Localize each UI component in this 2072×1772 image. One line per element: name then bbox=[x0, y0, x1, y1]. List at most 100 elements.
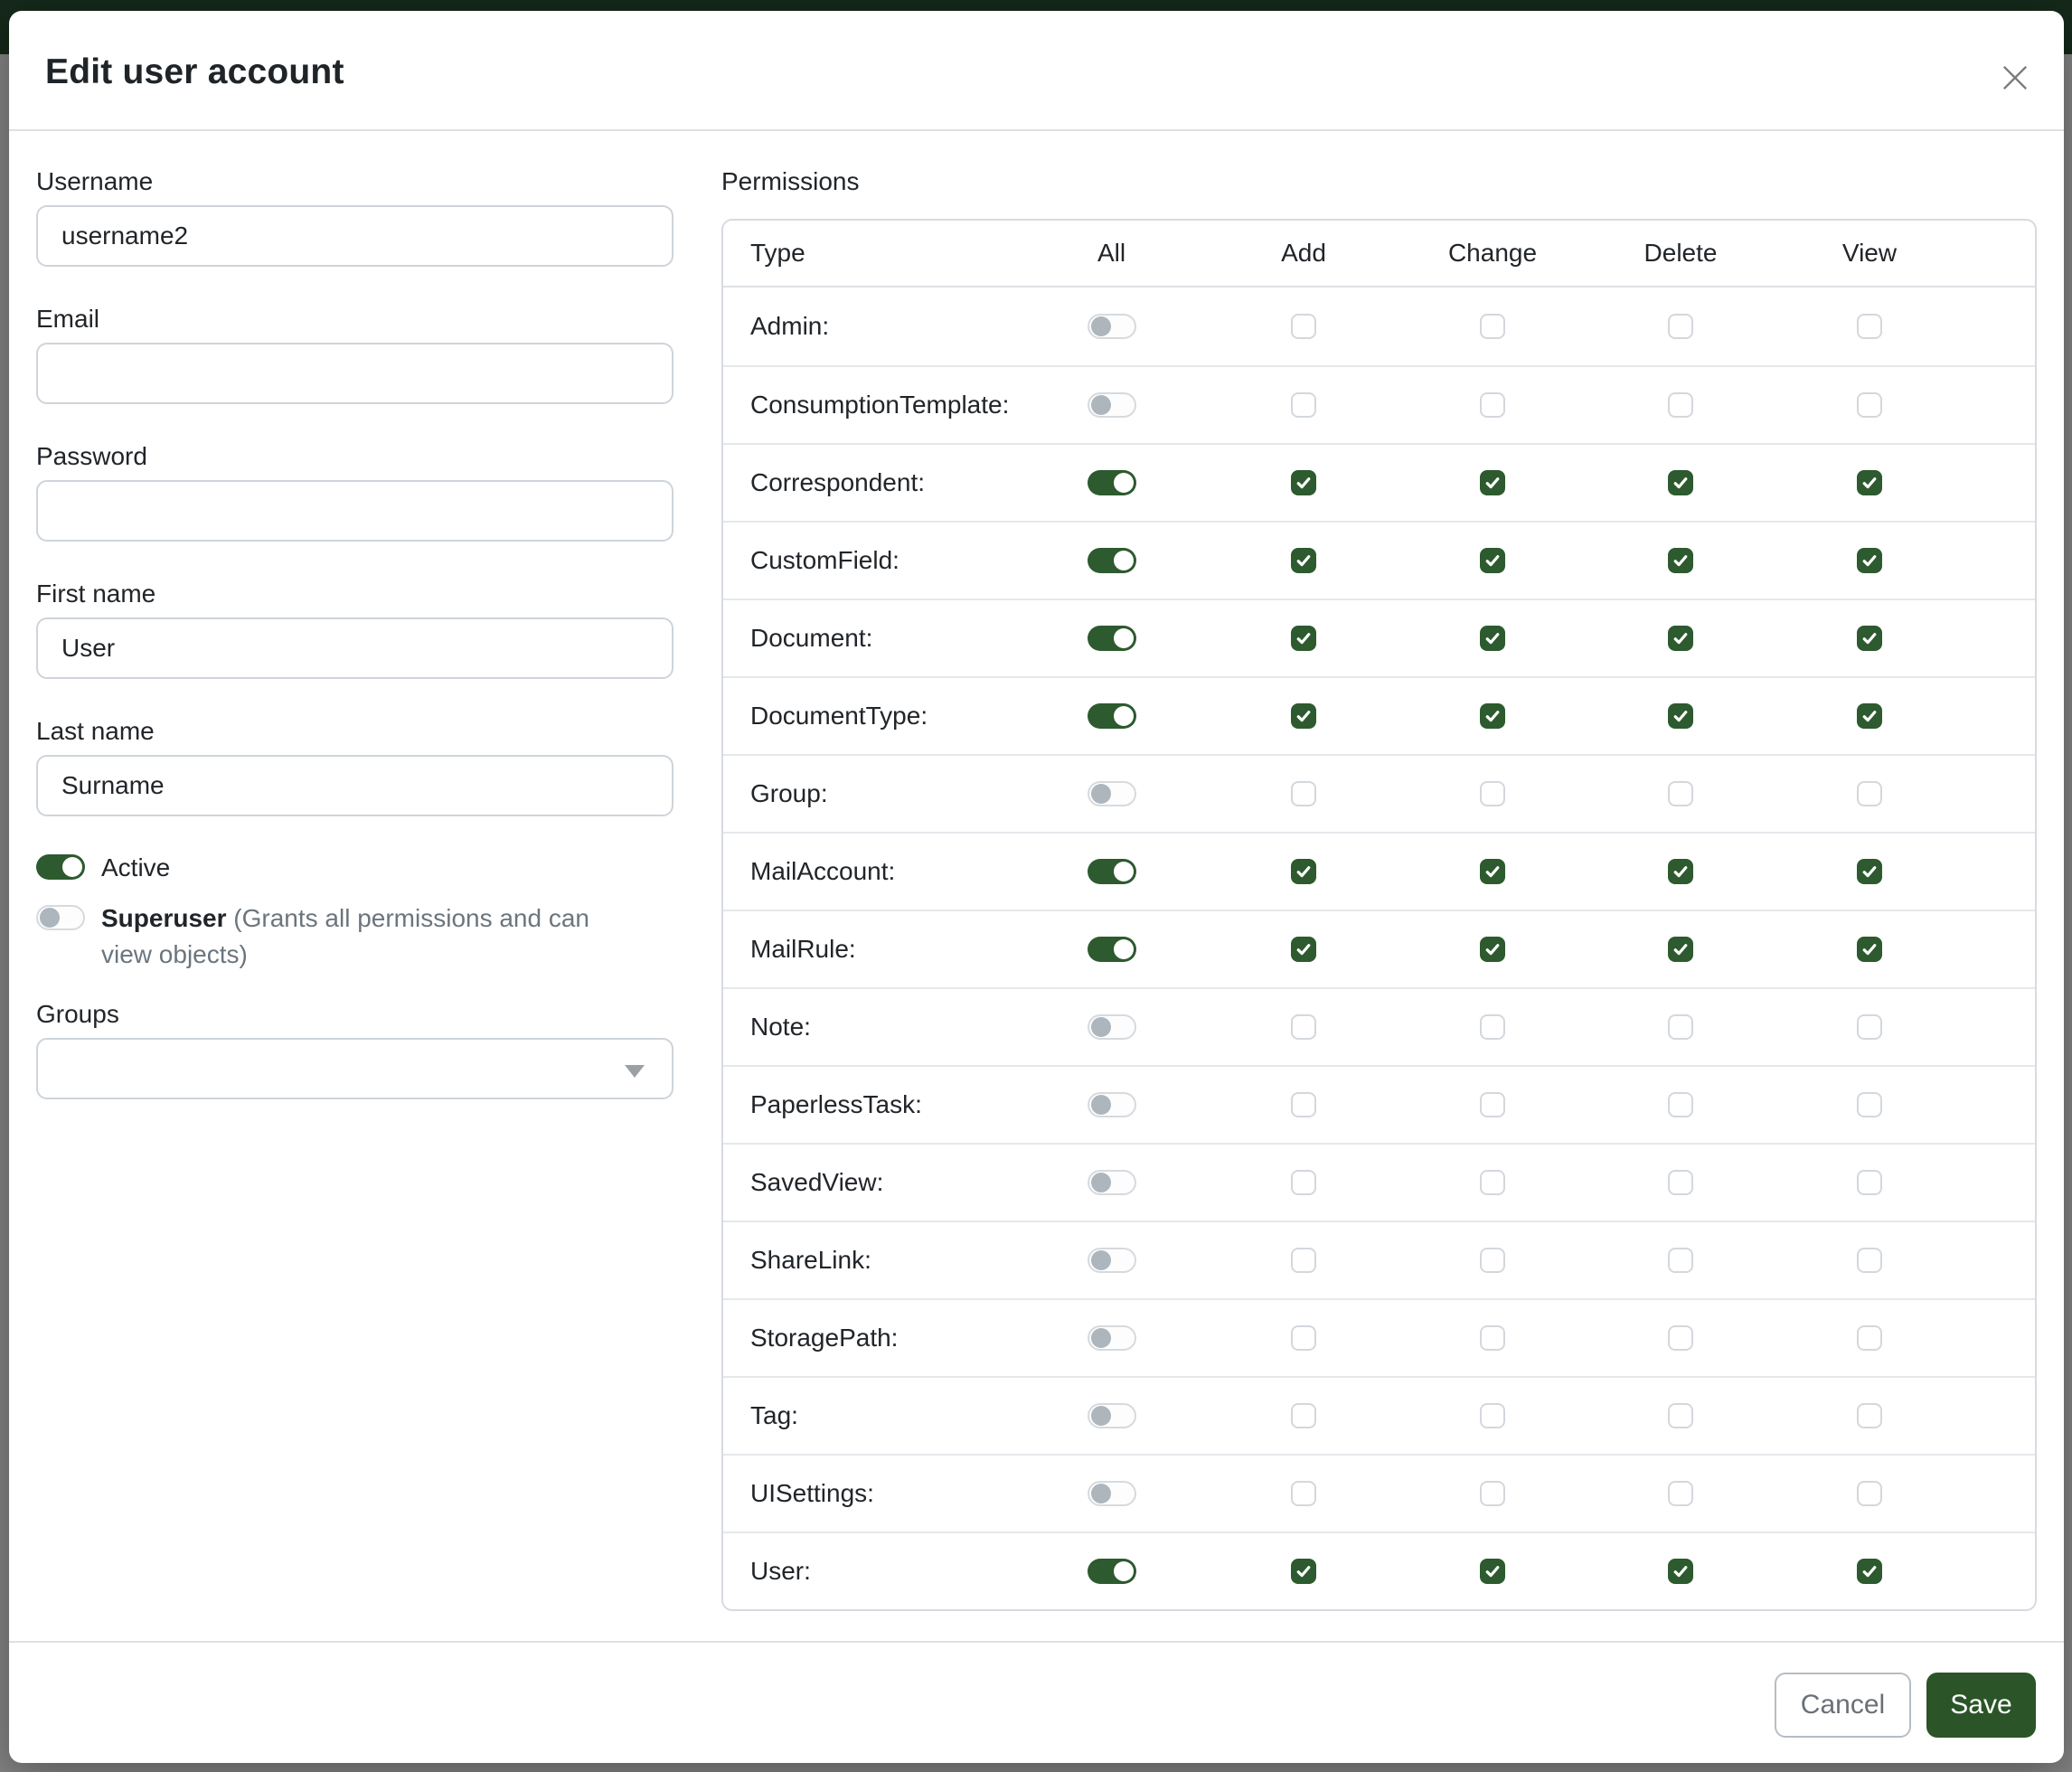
permission-view-checkbox[interactable] bbox=[1857, 626, 1882, 651]
permission-change-checkbox[interactable] bbox=[1480, 1481, 1505, 1506]
permission-change-checkbox[interactable] bbox=[1480, 1248, 1505, 1273]
permission-add-checkbox[interactable] bbox=[1291, 703, 1316, 729]
permission-delete-checkbox[interactable] bbox=[1668, 1092, 1693, 1117]
toggle-knob bbox=[1090, 784, 1111, 804]
permission-delete-checkbox[interactable] bbox=[1668, 937, 1693, 962]
permission-delete-checkbox[interactable] bbox=[1668, 626, 1693, 651]
permission-change-checkbox[interactable] bbox=[1480, 1170, 1505, 1195]
permission-change-checkbox[interactable] bbox=[1480, 1559, 1505, 1584]
modal-body: Username Email Password First name Last … bbox=[9, 131, 2064, 1641]
permission-all-toggle[interactable] bbox=[1087, 1559, 1136, 1584]
permission-delete-checkbox[interactable] bbox=[1668, 1325, 1693, 1351]
permission-change-checkbox[interactable] bbox=[1480, 314, 1505, 339]
permission-all-toggle[interactable] bbox=[1087, 1248, 1136, 1273]
permission-add-checkbox[interactable] bbox=[1291, 1403, 1316, 1428]
permission-view-checkbox[interactable] bbox=[1857, 470, 1882, 495]
permission-add-checkbox[interactable] bbox=[1291, 1092, 1316, 1117]
permission-delete-checkbox[interactable] bbox=[1668, 470, 1693, 495]
permission-change-checkbox[interactable] bbox=[1480, 392, 1505, 418]
permission-delete-checkbox[interactable] bbox=[1668, 1403, 1693, 1428]
permission-all-toggle[interactable] bbox=[1087, 1403, 1136, 1428]
permission-delete-checkbox[interactable] bbox=[1668, 314, 1693, 339]
groups-select[interactable] bbox=[36, 1038, 673, 1099]
superuser-toggle[interactable] bbox=[36, 905, 85, 930]
permission-change-checkbox[interactable] bbox=[1480, 781, 1505, 806]
email-input[interactable] bbox=[36, 343, 673, 404]
permission-all-toggle[interactable] bbox=[1087, 1325, 1136, 1351]
save-button[interactable]: Save bbox=[1926, 1673, 2036, 1738]
permission-add-checkbox[interactable] bbox=[1291, 314, 1316, 339]
permission-view-checkbox[interactable] bbox=[1857, 781, 1882, 806]
permission-all-toggle[interactable] bbox=[1087, 703, 1136, 729]
permission-add-checkbox[interactable] bbox=[1291, 1248, 1316, 1273]
permission-delete-checkbox[interactable] bbox=[1668, 1248, 1693, 1273]
permission-all-toggle[interactable] bbox=[1087, 626, 1136, 651]
permission-view-checkbox[interactable] bbox=[1857, 1014, 1882, 1040]
permission-all-toggle[interactable] bbox=[1087, 548, 1136, 573]
permission-all-toggle[interactable] bbox=[1087, 1170, 1136, 1195]
permission-view-checkbox[interactable] bbox=[1857, 1170, 1882, 1195]
permission-view-checkbox[interactable] bbox=[1857, 1403, 1882, 1428]
permission-all-toggle[interactable] bbox=[1087, 1092, 1136, 1117]
last-name-input[interactable] bbox=[36, 755, 673, 816]
permission-add-checkbox[interactable] bbox=[1291, 1170, 1316, 1195]
permission-add-checkbox[interactable] bbox=[1291, 1481, 1316, 1506]
permission-delete-checkbox[interactable] bbox=[1668, 548, 1693, 573]
username-input[interactable] bbox=[36, 205, 673, 267]
permission-view-checkbox[interactable] bbox=[1857, 937, 1882, 962]
cancel-button[interactable]: Cancel bbox=[1775, 1673, 1911, 1738]
close-icon bbox=[2002, 65, 2028, 90]
permission-view-checkbox[interactable] bbox=[1857, 1559, 1882, 1584]
permission-all-toggle[interactable] bbox=[1087, 1481, 1136, 1506]
permission-all-toggle[interactable] bbox=[1087, 937, 1136, 962]
permission-view-checkbox[interactable] bbox=[1857, 548, 1882, 573]
permission-all-toggle[interactable] bbox=[1087, 859, 1136, 884]
active-toggle[interactable] bbox=[36, 854, 85, 880]
permission-add-checkbox[interactable] bbox=[1291, 548, 1316, 573]
permission-view-checkbox[interactable] bbox=[1857, 703, 1882, 729]
permission-all-toggle[interactable] bbox=[1087, 392, 1136, 418]
permission-view-checkbox[interactable] bbox=[1857, 1325, 1882, 1351]
permission-add-checkbox[interactable] bbox=[1291, 859, 1316, 884]
permission-change-checkbox[interactable] bbox=[1480, 859, 1505, 884]
permission-delete-checkbox[interactable] bbox=[1668, 781, 1693, 806]
permission-change-checkbox[interactable] bbox=[1480, 703, 1505, 729]
permission-delete-checkbox[interactable] bbox=[1668, 1559, 1693, 1584]
permission-all-toggle[interactable] bbox=[1087, 1014, 1136, 1040]
close-button[interactable] bbox=[1995, 58, 2035, 98]
password-input[interactable] bbox=[36, 480, 673, 542]
permission-add-checkbox[interactable] bbox=[1291, 1325, 1316, 1351]
permission-add-checkbox[interactable] bbox=[1291, 937, 1316, 962]
permission-view-checkbox[interactable] bbox=[1857, 392, 1882, 418]
permission-change-checkbox[interactable] bbox=[1480, 1092, 1505, 1117]
permission-change-checkbox[interactable] bbox=[1480, 1325, 1505, 1351]
permissions-table-header: Type All Add Change Delete View bbox=[723, 221, 2035, 287]
permission-all-toggle[interactable] bbox=[1087, 781, 1136, 806]
permission-add-checkbox[interactable] bbox=[1291, 626, 1316, 651]
permission-change-checkbox[interactable] bbox=[1480, 470, 1505, 495]
permission-view-checkbox[interactable] bbox=[1857, 314, 1882, 339]
permission-add-checkbox[interactable] bbox=[1291, 392, 1316, 418]
permission-all-toggle[interactable] bbox=[1087, 314, 1136, 339]
permission-add-checkbox[interactable] bbox=[1291, 1014, 1316, 1040]
permission-view-checkbox[interactable] bbox=[1857, 1248, 1882, 1273]
permission-delete-checkbox[interactable] bbox=[1668, 1014, 1693, 1040]
permission-delete-checkbox[interactable] bbox=[1668, 859, 1693, 884]
permission-add-checkbox[interactable] bbox=[1291, 781, 1316, 806]
permission-delete-checkbox[interactable] bbox=[1668, 1170, 1693, 1195]
permission-add-checkbox[interactable] bbox=[1291, 470, 1316, 495]
permission-change-checkbox[interactable] bbox=[1480, 937, 1505, 962]
permission-change-checkbox[interactable] bbox=[1480, 626, 1505, 651]
permission-delete-checkbox[interactable] bbox=[1668, 703, 1693, 729]
permission-change-checkbox[interactable] bbox=[1480, 1014, 1505, 1040]
first-name-input[interactable] bbox=[36, 617, 673, 679]
permission-change-checkbox[interactable] bbox=[1480, 1403, 1505, 1428]
permission-add-checkbox[interactable] bbox=[1291, 1559, 1316, 1584]
permission-delete-checkbox[interactable] bbox=[1668, 1481, 1693, 1506]
permission-delete-checkbox[interactable] bbox=[1668, 392, 1693, 418]
permission-view-checkbox[interactable] bbox=[1857, 1481, 1882, 1506]
permission-view-checkbox[interactable] bbox=[1857, 1092, 1882, 1117]
permission-change-checkbox[interactable] bbox=[1480, 548, 1505, 573]
permission-all-toggle[interactable] bbox=[1087, 470, 1136, 495]
permission-view-checkbox[interactable] bbox=[1857, 859, 1882, 884]
